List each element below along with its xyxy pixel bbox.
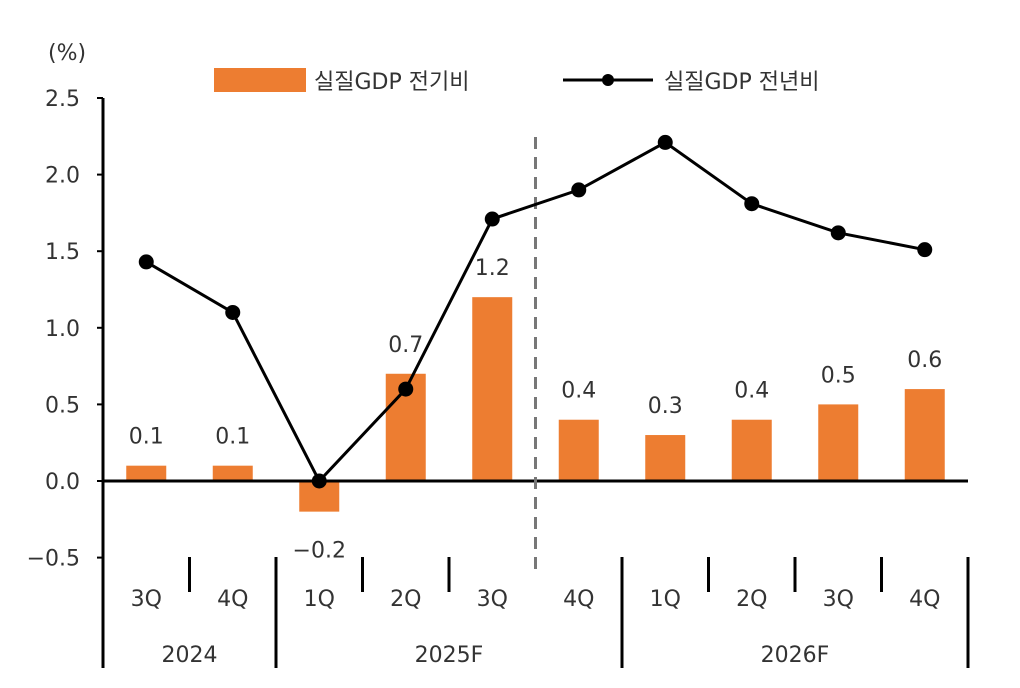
unit-label: (%) [48,41,86,66]
yoy-point [657,134,673,150]
x-year-label: 2024 [162,643,218,668]
yoy-point [830,225,846,241]
x-quarter-label: 2Q [736,587,767,612]
yoy-point [311,473,327,489]
yoy-point [917,242,933,258]
legend-bar-swatch [214,68,306,92]
bar [904,389,945,481]
x-quarter-label: 4Q [909,587,940,612]
yoy-point [138,254,154,270]
yoy-point [571,182,587,198]
bar-data-label: 0.1 [215,425,250,450]
x-year-label: 2026F [761,643,830,668]
yoy-point [484,211,500,227]
y-tick-label: 1.5 [45,240,80,265]
bar [558,419,599,481]
bar-data-label: 0.5 [821,363,856,388]
x-quarter-label: 4Q [217,587,248,612]
legend-line-label: 실질GDP 전년비 [664,70,819,95]
yoy-line [145,140,926,484]
x-quarter-label: 1Q [650,587,681,612]
bar [472,297,513,481]
bar [645,435,686,481]
bar-data-label: 0.4 [734,379,769,404]
y-tick-label: 0.0 [45,470,80,495]
y-tick-label: 1.0 [45,317,80,342]
yoy-point [744,196,760,212]
bar-data-label: 0.4 [561,379,596,404]
legend-bar-label: 실질GDP 전기비 [314,70,469,95]
bar [212,465,253,481]
y-tick-label: −0.5 [27,547,80,572]
x-quarter-label: 4Q [563,587,594,612]
yoy-point [398,381,414,397]
y-tick-label: 2.5 [45,87,80,112]
legend-line-marker [602,74,614,86]
bar [731,419,772,481]
y-tick-label: 0.5 [45,393,80,418]
x-quarter-label: 3Q [477,587,508,612]
x-quarter-label: 1Q [304,587,335,612]
yoy-point [225,304,241,320]
bar-data-label: 0.7 [388,333,423,358]
bar-data-label: 0.3 [648,394,683,419]
bar-data-label: 1.2 [475,256,510,281]
y-tick-label: 2.0 [45,164,80,189]
bar-data-label: −0.2 [293,539,346,564]
bar-data-label: 0.6 [907,348,942,373]
x-quarter-label: 2Q [390,587,421,612]
x-quarter-label: 3Q [131,587,162,612]
bar [126,465,167,481]
bar [818,404,859,481]
bar-data-label: 0.1 [129,425,164,450]
legend: 실질GDP 전기비 실질GDP 전년비 [214,68,819,95]
x-year-label: 2025F [415,643,484,668]
x-quarter-label: 3Q [823,587,854,612]
